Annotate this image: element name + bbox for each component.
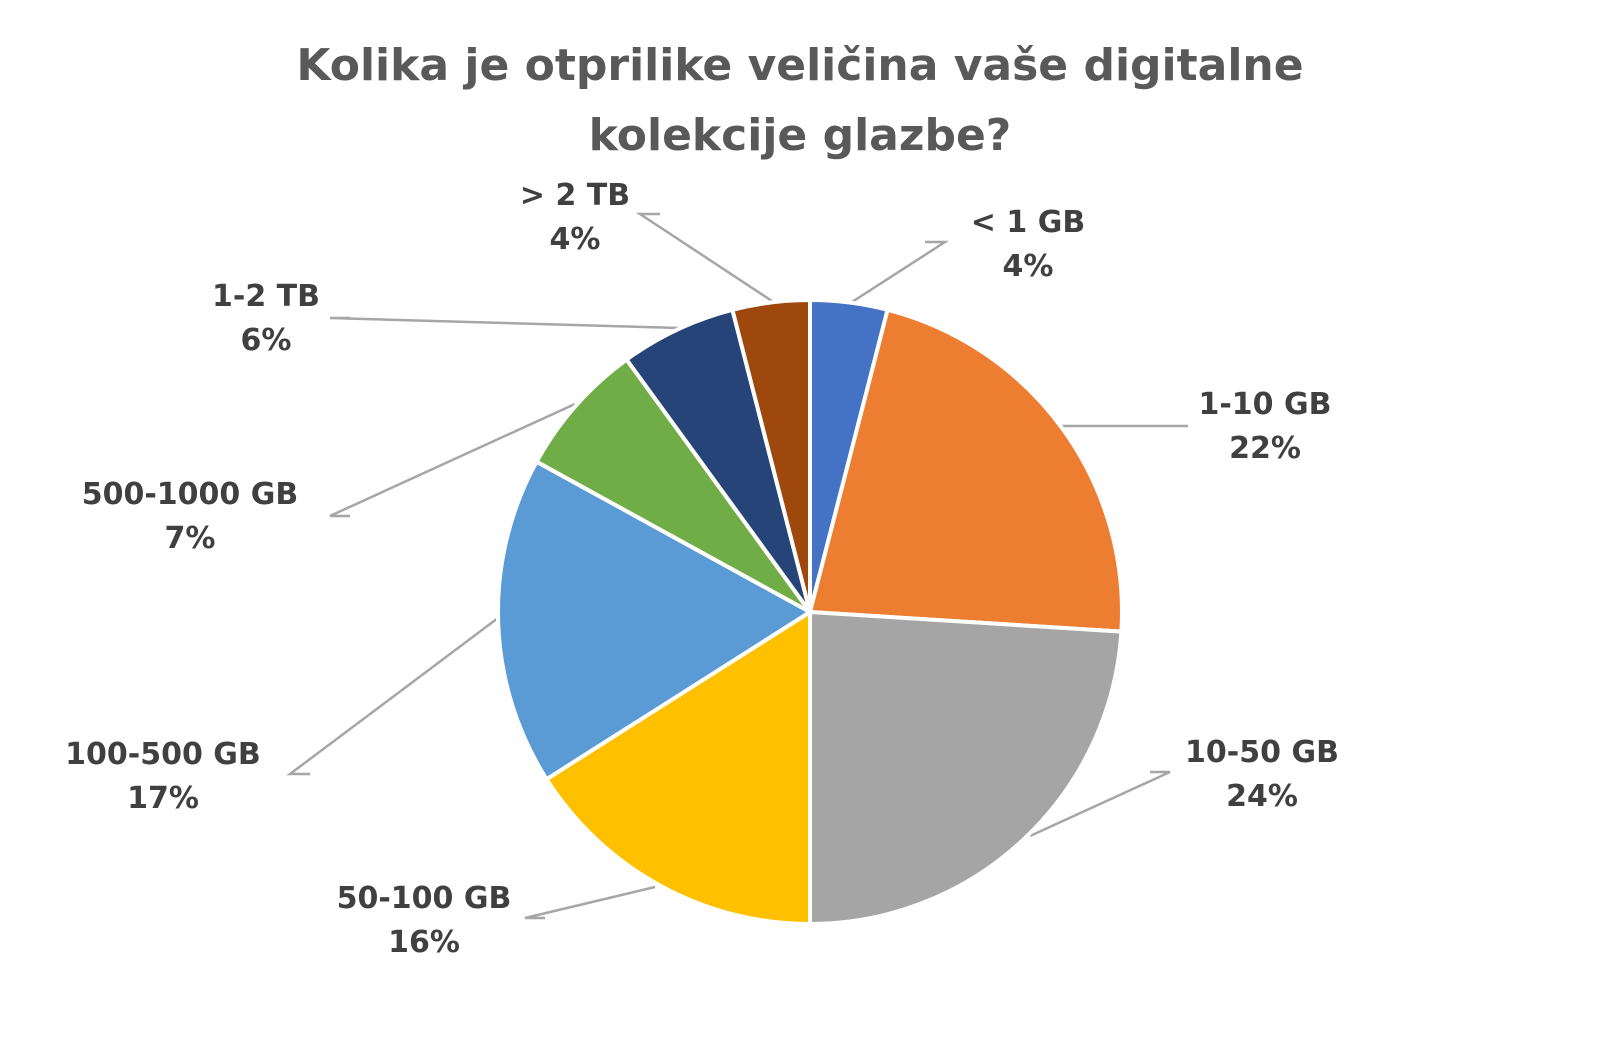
chart-title-line-2: kolekcije glazbe? [589,110,1012,161]
value-label-10-50-gb: 24% [1226,779,1298,814]
data-labels: < 1 GB 4% 1-10 GB 22% 10-50 GB 24% 50-100 GB 16… [65,178,1339,960]
category-label-1-10-gb: 1-10 GB [1198,387,1331,422]
value-label-1-10-gb: 22% [1229,431,1301,466]
leader-line-100-500-gb [286,617,499,776]
category-label-100-500-gb: 100-500 GB [65,737,261,772]
pie-slice-100-500-gb [496,459,812,782]
value-label-500-1000-gb: 7% [165,521,216,556]
leader-line-10-50-gb [1029,770,1171,838]
pie-slice-10-50-gb [808,610,1124,926]
pie-slice-1-10-gb [808,307,1124,634]
chart-title-line-1: Kolika je otprilike veličina vaše digita… [296,40,1303,91]
value-label-1-gb: 4% [1003,249,1054,284]
pie-slice-2-tb [730,298,812,614]
value-label-1-2-tb: 6% [241,323,292,358]
category-label-1-gb: < 1 GB [971,205,1085,240]
value-label-50-100-gb: 16% [388,925,460,960]
leader-line-2-tb [635,212,776,305]
leader-line-500-1000-gb [329,402,576,518]
category-label-50-100-gb: 50-100 GB [337,881,512,916]
category-label-2-tb: > 2 TB [520,178,630,213]
leader-line-50-100-gb [524,885,656,920]
category-label-1-2-tb: 1-2 TB [212,279,320,314]
pie-slices [496,298,1124,926]
leader-lines [286,212,1188,920]
pie-slice-500-1000-gb [534,357,812,614]
value-label-2-tb: 4% [550,222,601,257]
pie-slice-50-100-gb [544,610,812,926]
value-label-100-500-gb: 17% [127,781,199,816]
category-label-500-1000-gb: 500-1000 GB [82,477,299,512]
category-label-10-50-gb: 10-50 GB [1185,735,1339,770]
leader-line-1-2-tb [329,316,681,330]
leader-line-1-gb [851,240,950,304]
